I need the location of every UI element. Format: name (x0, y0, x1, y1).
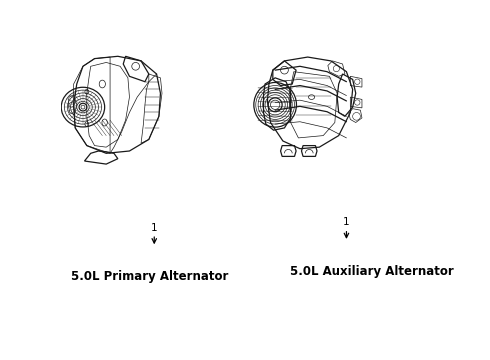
Text: 1: 1 (151, 222, 158, 233)
Text: 5.0L Auxiliary Alternator: 5.0L Auxiliary Alternator (290, 265, 454, 278)
Text: 5.0L Primary Alternator: 5.0L Primary Alternator (71, 270, 228, 283)
Text: 1: 1 (343, 217, 350, 227)
